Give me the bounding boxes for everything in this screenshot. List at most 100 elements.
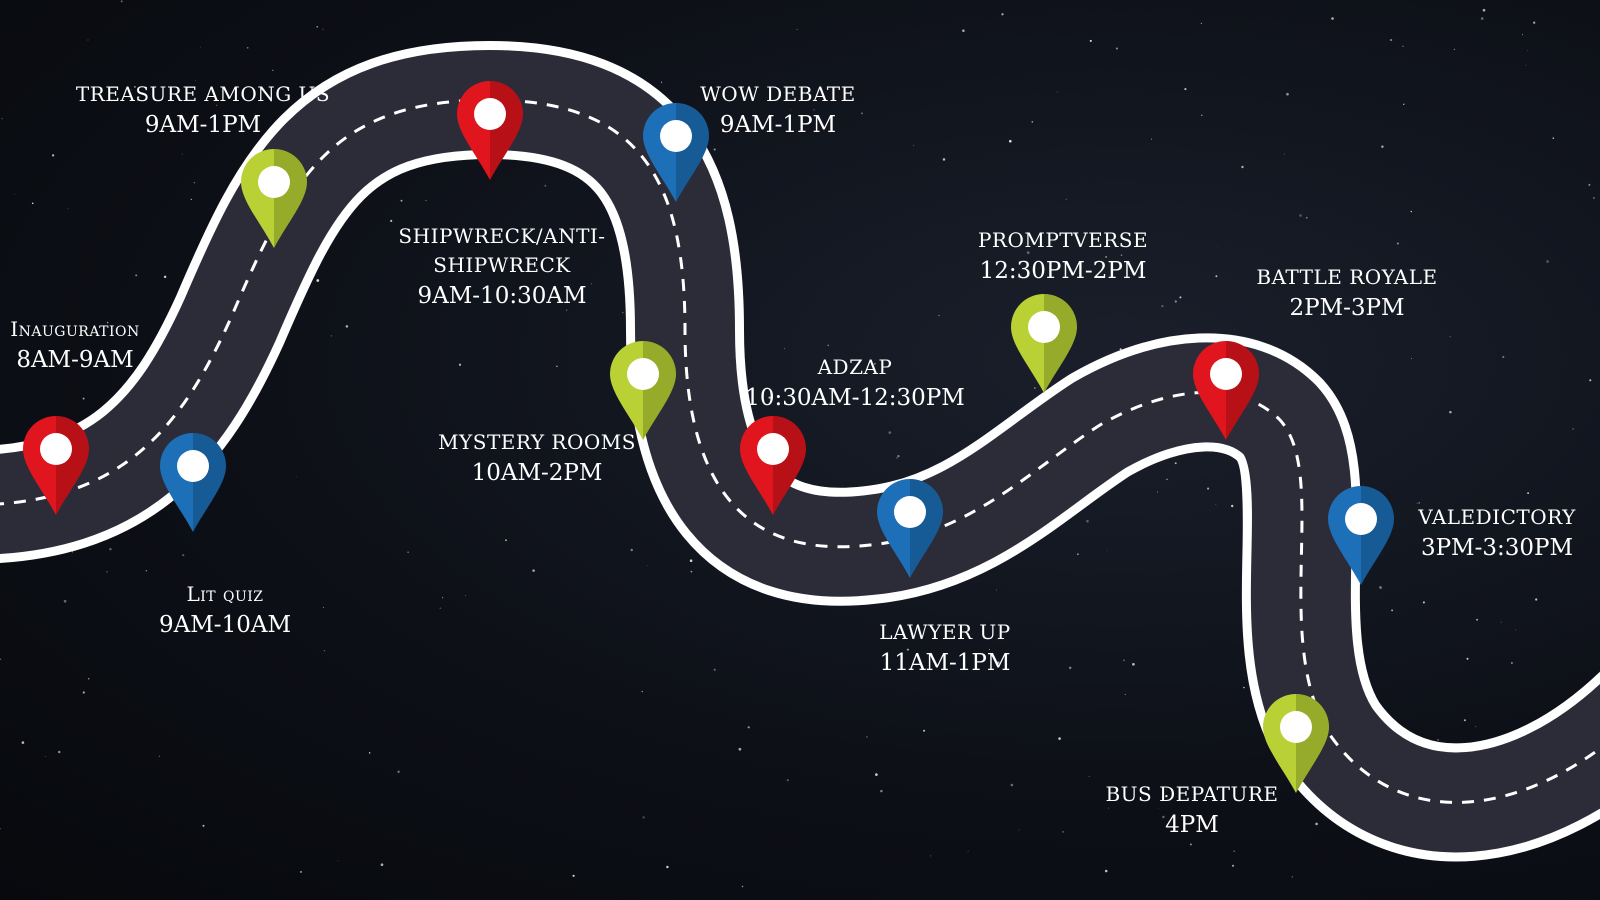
star [1339, 298, 1340, 300]
star [1165, 794, 1168, 798]
star [439, 607, 442, 610]
event-label-battle-royale: BATTLE ROYALE 2PM-3PM [1256, 263, 1437, 325]
star [51, 154, 55, 157]
location-pin-icon-red [1193, 341, 1259, 440]
star [786, 779, 789, 782]
star [316, 279, 320, 282]
star [1215, 275, 1218, 278]
star [1533, 21, 1536, 24]
star [67, 208, 69, 210]
star [1422, 601, 1425, 604]
event-time: 3PM-3:30PM [1420, 535, 1574, 561]
star [713, 148, 716, 151]
event-time: 10:30AM-12:30PM [745, 385, 965, 411]
star [1546, 260, 1549, 263]
star [1535, 598, 1538, 601]
star [1315, 822, 1318, 826]
star [1062, 831, 1064, 833]
star [689, 559, 693, 562]
star [1215, 504, 1217, 505]
star [666, 865, 669, 869]
event-time: 10AM-2PM [471, 460, 603, 486]
star [1115, 47, 1118, 50]
star [1403, 103, 1405, 105]
star [813, 109, 815, 111]
star [1299, 214, 1302, 217]
event-name: VALEDICTORY [1418, 505, 1576, 529]
location-pin-icon-blue [643, 103, 709, 202]
star [1283, 153, 1285, 155]
star [738, 747, 742, 751]
star [1475, 726, 1477, 728]
star [590, 283, 593, 285]
star [215, 104, 218, 107]
star [130, 89, 132, 91]
star [1184, 88, 1187, 91]
star [962, 29, 965, 32]
location-pin-icon-blue [1328, 486, 1394, 585]
star [1231, 504, 1234, 508]
pins [23, 81, 1394, 793]
star [1081, 180, 1083, 182]
star [1510, 662, 1513, 664]
star [296, 476, 297, 478]
star [1381, 145, 1384, 148]
star [458, 363, 462, 366]
star [1416, 502, 1418, 504]
star [660, 81, 663, 83]
star [109, 547, 112, 551]
star [134, 86, 136, 88]
star [1104, 869, 1108, 873]
star [1418, 502, 1420, 504]
star [72, 551, 74, 553]
star [106, 571, 108, 573]
event-name: LAWYER UP [879, 620, 1011, 644]
star [544, 184, 547, 187]
location-pin-icon-red [457, 81, 523, 180]
location-pin-icon-green [1011, 294, 1077, 393]
location-pin-icon-red [23, 416, 89, 515]
star [1410, 210, 1413, 213]
star [207, 617, 211, 621]
event-time: 4PM [1165, 812, 1219, 838]
event-name: TREASURE AMONG US [75, 82, 331, 106]
star [1410, 357, 1413, 360]
star [630, 548, 633, 552]
star [1527, 50, 1529, 52]
star [1151, 138, 1152, 140]
star [21, 741, 25, 744]
star [246, 46, 249, 49]
star [1466, 657, 1469, 660]
star [1033, 387, 1036, 389]
star [1502, 355, 1505, 359]
star [1108, 807, 1110, 809]
star [1592, 197, 1595, 199]
event-name: BUS DEPATURE [1105, 782, 1279, 806]
star [120, 0, 123, 3]
event-time: 9AM-10AM [159, 612, 291, 638]
event-label-adzap: ADZAP 10:30AM-12:30PM [745, 353, 965, 415]
star [896, 457, 898, 459]
star [1124, 693, 1126, 696]
star [87, 39, 89, 41]
star [1189, 843, 1192, 846]
star [0, 658, 2, 660]
location-pin-icon-green [610, 341, 676, 440]
star [1396, 242, 1399, 245]
star [1306, 217, 1308, 219]
event-name: Inauguration [10, 317, 140, 341]
star [195, 79, 196, 81]
star [988, 649, 990, 650]
event-name: BATTLE ROYALE [1256, 265, 1438, 289]
star [368, 752, 371, 754]
star [923, 729, 926, 732]
star [1286, 92, 1289, 96]
star [622, 311, 624, 314]
event-time: 9AM-1PM [719, 112, 837, 138]
star [337, 860, 339, 862]
star [1271, 789, 1273, 791]
event-label-lawyer-up: LAWYER UP 11AM-1PM [879, 618, 1011, 680]
star [82, 397, 85, 400]
location-pin-icon-green [241, 149, 307, 248]
star [566, 309, 568, 311]
